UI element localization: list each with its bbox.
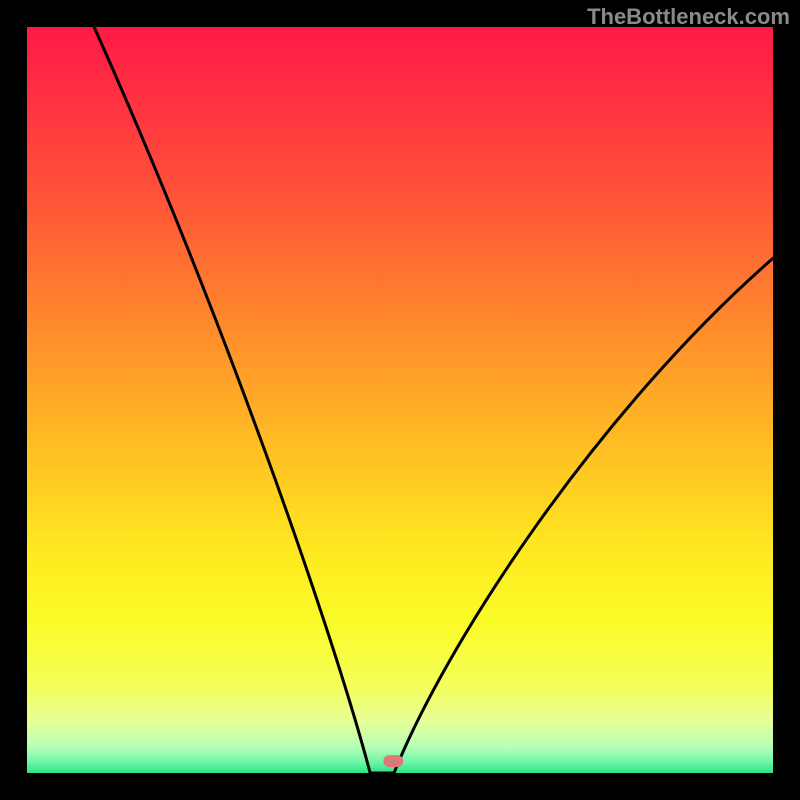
minimum-marker bbox=[383, 755, 403, 767]
gradient-background bbox=[27, 27, 773, 773]
watermark-text: TheBottleneck.com bbox=[587, 4, 790, 30]
plot-area bbox=[27, 27, 773, 773]
chart-svg bbox=[27, 27, 773, 773]
